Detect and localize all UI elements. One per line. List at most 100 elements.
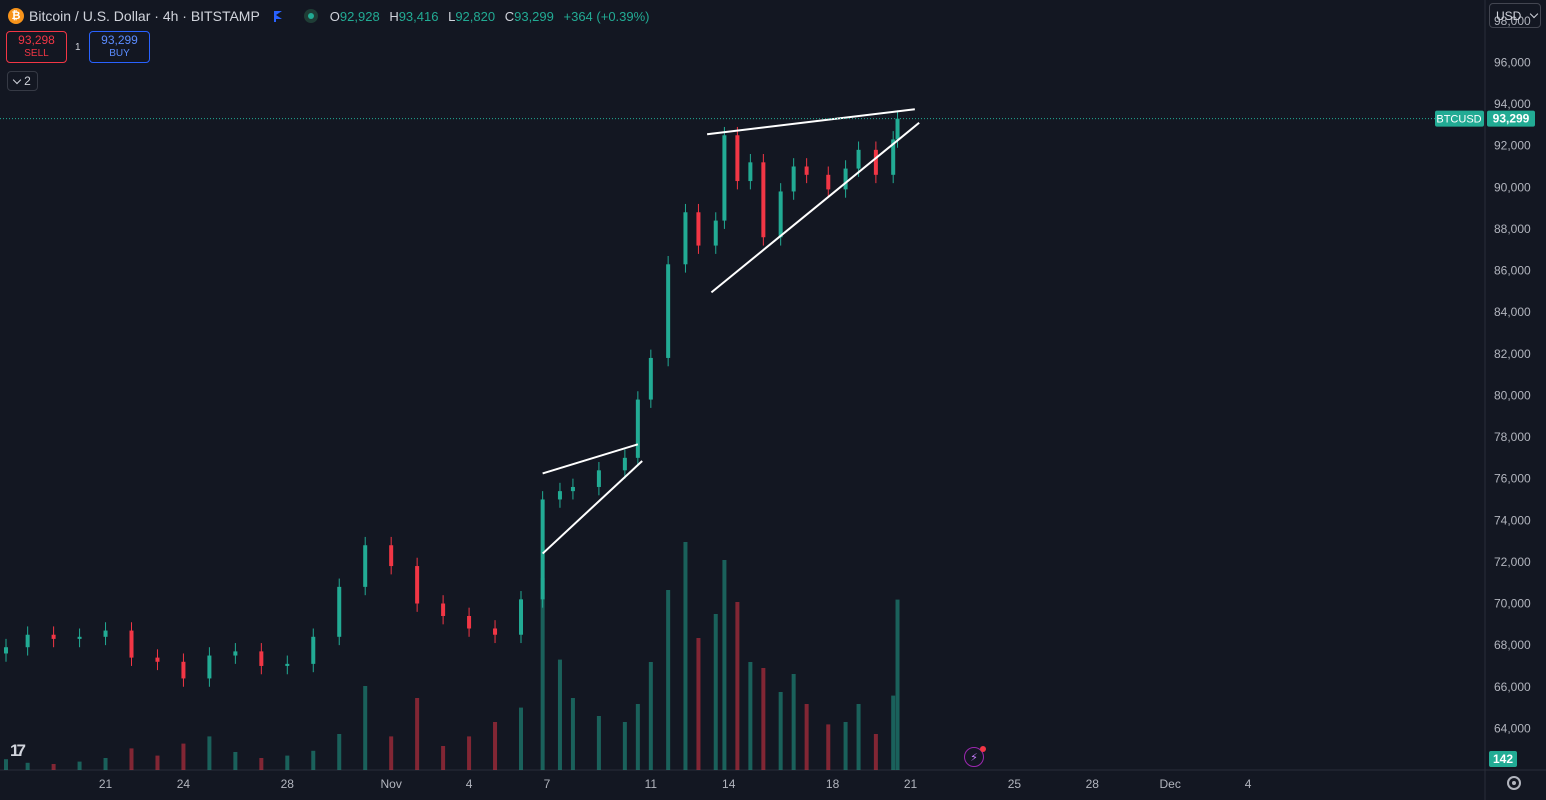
candle-body [233, 651, 238, 656]
symbol-tag-bg [1435, 110, 1484, 127]
volume-bar [873, 734, 878, 770]
volume-bar [804, 704, 809, 770]
candle-body [666, 264, 671, 358]
candle-body [25, 634, 30, 648]
volume-bar [415, 698, 420, 770]
x-tick-label: 14 [722, 777, 736, 791]
volume-bar [683, 542, 688, 770]
volume-bar [696, 638, 701, 770]
candle-body [103, 630, 108, 637]
candle-body [735, 135, 740, 182]
x-tick-label: 21 [99, 777, 113, 791]
volume-bar [181, 743, 186, 770]
chevron-down-icon [12, 75, 22, 84]
candle-body [4, 647, 8, 654]
candle-body [557, 491, 562, 500]
y-tick-label: 76,000 [1494, 472, 1531, 486]
y-tick-label: 80,000 [1494, 388, 1531, 402]
ohlc-high-key: H [389, 8, 399, 24]
x-tick-label: 24 [177, 777, 191, 791]
candle-body [285, 663, 290, 666]
volume-bar [761, 668, 766, 770]
candle-body [467, 616, 472, 629]
volume-bar [467, 736, 472, 770]
y-tick-label: 68,000 [1494, 638, 1531, 652]
y-tick-label: 94,000 [1494, 97, 1531, 111]
volume-bar [895, 599, 900, 770]
y-tick-label: 72,000 [1494, 555, 1531, 569]
sell-label: SELL [24, 48, 49, 59]
volume-bar [363, 686, 368, 770]
currency-select[interactable]: USD [1489, 3, 1541, 28]
currency-value: USD [1496, 8, 1522, 23]
candle-body [311, 636, 316, 664]
candle-body [791, 166, 796, 192]
volume-bar [713, 614, 718, 770]
candle-body [804, 166, 809, 175]
y-tick-label: 82,000 [1494, 347, 1531, 361]
candle-body [155, 657, 160, 662]
buy-button[interactable]: 93,299 BUY [89, 31, 150, 63]
candle-body [441, 603, 446, 616]
sell-button[interactable]: 93,298 SELL [6, 31, 67, 63]
ohlc-close-value: 93,299 [514, 8, 554, 24]
volume-bar [891, 695, 896, 770]
candle-body [51, 634, 56, 639]
candle-body [129, 630, 134, 658]
volume-bar [389, 736, 394, 770]
candle-body [713, 220, 718, 246]
volume-bar [129, 748, 134, 770]
y-tick-label: 78,000 [1494, 430, 1531, 444]
chevron-down-icon [1530, 9, 1539, 19]
volume-bar [791, 674, 796, 770]
candle-body [415, 566, 420, 604]
lightning-icon[interactable]: ⚡ [964, 746, 986, 767]
last-price-tag-bg [1487, 110, 1535, 127]
sell-price: 93,298 [18, 33, 55, 47]
market-status-icon[interactable] [303, 9, 318, 23]
candle-body [873, 149, 878, 175]
volume-bar [648, 662, 653, 770]
x-tick-label: 25 [1008, 777, 1022, 791]
candle-body [519, 599, 524, 635]
candle-body [761, 162, 766, 238]
volume-bar [285, 755, 290, 770]
y-tick-label: 74,000 [1494, 513, 1531, 527]
volume-bar [441, 746, 446, 770]
volume-tag-bg [1489, 751, 1517, 767]
spread-value: 1 [75, 42, 81, 53]
ohlc-values: O92,928 H93,416 L92,820 C93,299 +364 (+0… [330, 9, 656, 24]
candle-body [648, 357, 653, 400]
volume-bar [557, 659, 562, 770]
volume-bar [493, 722, 498, 770]
volume-bar [51, 764, 56, 770]
gear-icon[interactable] [1507, 776, 1521, 790]
candle-body [635, 399, 640, 458]
volume-tag: 142 [1493, 752, 1513, 766]
volume-bar [570, 698, 575, 770]
volume-bar [540, 578, 545, 770]
volume-bar [25, 762, 30, 770]
candle-body [891, 139, 896, 175]
indicators-collapse-button[interactable]: 2 [7, 71, 38, 91]
y-tick-label: 98,000 [1494, 14, 1531, 28]
tradingview-logo[interactable]: 17 [10, 741, 26, 760]
trendline-wedge-2-upper [706, 108, 915, 136]
x-tick-label: 7 [544, 777, 551, 791]
ohlc-open-value: 92,928 [339, 8, 380, 24]
flag-icon[interactable] [273, 10, 284, 22]
ohlc-low-key: L [448, 8, 456, 24]
symbol-tag: BTCUSD [1436, 114, 1481, 126]
bitcoin-icon: ₿ [8, 8, 24, 24]
ohlc-high-value: 93,416 [398, 8, 439, 24]
candle-body [181, 661, 186, 679]
y-tick-label: 66,000 [1494, 680, 1531, 694]
volume-bar [666, 590, 671, 770]
volume-bar [635, 704, 640, 770]
symbol-title[interactable]: Bitcoin / U.S. Dollar · 4h · BITSTAMP [29, 8, 260, 24]
volume-bar [596, 716, 601, 770]
candle-body [259, 651, 264, 666]
x-tick-label: 11 [645, 777, 658, 791]
volume-bar [77, 761, 82, 770]
